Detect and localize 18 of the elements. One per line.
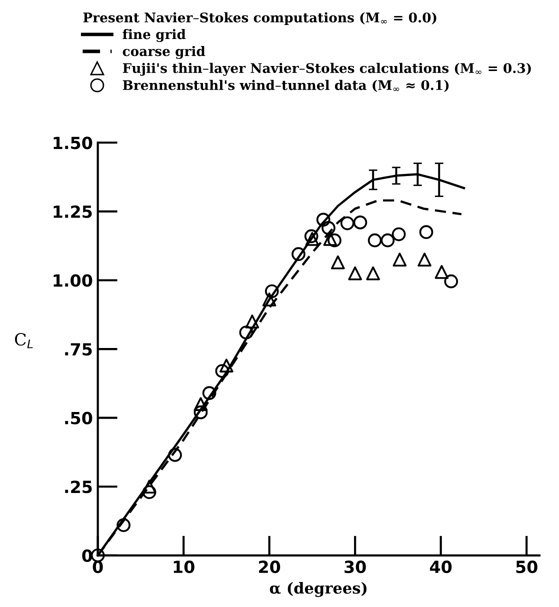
- x-axis-title: α (degrees): [270, 582, 367, 597]
- y-tick-label: 1.25: [54, 205, 92, 218]
- legend-title: Present Navier–Stokes computations (M$_{∞}$ = 0.0): [83, 12, 436, 26]
- legend-label: Brennenstuhl's wind–tunnel data (M$_{∞}$ ≈ 0.1): [122, 80, 449, 92]
- y-tick-label: 1.50: [54, 136, 92, 150]
- x-tick-label: 10: [174, 560, 194, 574]
- legend-label: fine grid: [122, 29, 186, 42]
- x-tick-label: 40: [430, 560, 452, 574]
- legend-label: coarse grid: [122, 46, 206, 59]
- y-tick-label: .25: [65, 480, 92, 494]
- legend-label: Fujii's thin–layer Navier–Stokes calculations (M$_{∞}$ = 0.3): [122, 62, 531, 76]
- y-axis-title: C$_{L}$: [15, 333, 33, 348]
- y-tick-label: .50: [65, 412, 92, 424]
- y-tick-label: .75: [65, 343, 92, 356]
- x-tick-label: 30: [344, 560, 366, 574]
- x-tick-label: 50: [516, 560, 538, 574]
- x-tick-label: 20: [259, 560, 280, 574]
- y-tick-label: 1.00: [54, 274, 92, 287]
